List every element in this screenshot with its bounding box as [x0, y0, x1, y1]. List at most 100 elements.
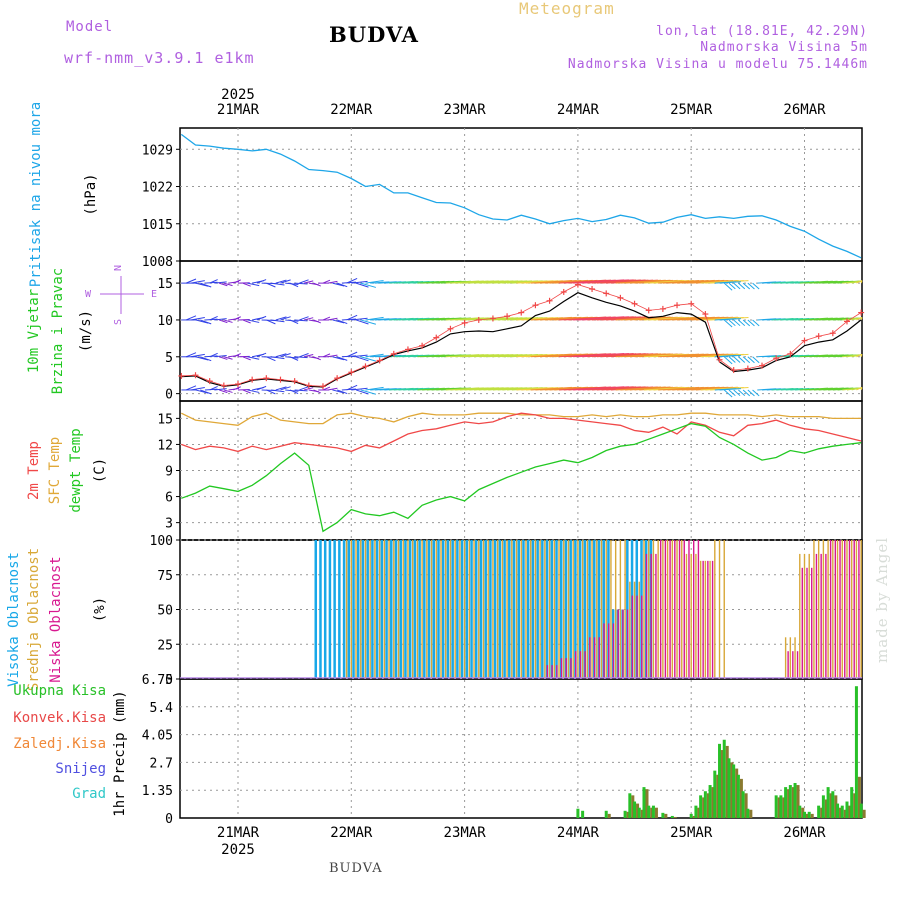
wind-barb — [738, 319, 746, 327]
wind-barb — [299, 316, 309, 321]
cloud-bar-mid — [817, 540, 820, 679]
precip-bar-total — [746, 808, 750, 818]
wind-barb — [719, 281, 741, 284]
wind-barb — [365, 386, 384, 391]
cloud-bar-mid — [454, 540, 456, 679]
precip-bar-total — [694, 805, 698, 818]
cloud-bar-high — [319, 540, 322, 679]
cloud-bar-low — [608, 623, 610, 679]
cloud-bar-low — [664, 540, 667, 679]
cloud-bar-mid — [666, 540, 669, 679]
precip-bar-total — [642, 787, 646, 818]
cloud-bar-low — [650, 553, 652, 679]
footer-station: BUDVA — [329, 861, 383, 876]
wind-barb — [242, 282, 251, 287]
wind-barb — [365, 316, 384, 321]
dewpoint-line — [181, 422, 862, 533]
precip-bar-convective — [725, 745, 729, 818]
wind-barb — [233, 386, 241, 391]
cloud-bar-mid — [482, 540, 485, 679]
precip-bar-total — [633, 801, 637, 818]
cloud-bar-high — [390, 540, 393, 679]
cloud-bar-high — [323, 540, 327, 679]
wind-barb — [233, 353, 241, 358]
cloud-bar-mid — [794, 637, 796, 679]
cloud-bar-mid — [789, 637, 792, 679]
cloud-bar-low — [853, 540, 855, 679]
precip-bar-total — [703, 791, 707, 818]
precip-bar-total — [859, 803, 863, 818]
elevation-label: Nadmorska Visina 5m — [700, 40, 868, 55]
precip-bar-convective — [796, 785, 800, 818]
wind-barb — [214, 388, 227, 391]
cloud-bar-mid — [624, 540, 626, 679]
cloud-bar-mid — [445, 540, 447, 679]
precip-bar-convective — [626, 811, 630, 818]
model-elevation-label: Nadmorska Visina u modelu 75.1446m — [567, 57, 868, 72]
wind-barb — [313, 389, 321, 394]
precip-bar-convective — [664, 813, 668, 818]
cloud-bar-mid — [435, 540, 437, 679]
wind-barb — [214, 318, 227, 321]
precip-bar-total — [628, 793, 632, 818]
cloud-bar-high — [371, 540, 374, 679]
wind-barb — [360, 282, 376, 288]
cloud-bar-mid — [525, 540, 527, 679]
day-label-bottom: 21MAR — [217, 825, 260, 841]
wind-barb — [738, 356, 746, 363]
precip-bar-total — [718, 743, 722, 818]
cloud-unit-label: (%) — [92, 597, 108, 622]
cloud-bar-mid — [709, 560, 711, 679]
wind-barb — [289, 282, 299, 288]
temp-side-label-3: dewpt Temp — [68, 428, 84, 512]
cloud-bar-mid — [614, 540, 617, 679]
wind-barb — [303, 317, 314, 321]
cloud-bar-low — [603, 623, 605, 679]
precip-bar-convective — [777, 797, 781, 818]
pressure-side-label: Pritisak na nivou mora — [28, 102, 44, 287]
day-label-top: 24MAR — [557, 102, 600, 118]
precip-bar-total — [699, 795, 703, 818]
cloud-bar-mid — [718, 540, 721, 679]
wind-barb — [313, 356, 321, 361]
wind-barb — [303, 280, 314, 284]
cloud-bar-high — [408, 540, 412, 679]
cloud-bar-high — [536, 540, 539, 679]
wind-barb — [256, 279, 267, 284]
cloud-bar-low — [858, 540, 860, 679]
cloud-bar-low — [806, 567, 808, 679]
cloud-bar-low — [551, 665, 553, 679]
wind-barb — [242, 356, 251, 361]
precip-bar-total — [670, 815, 674, 818]
cloud-bar-mid — [600, 540, 603, 679]
cloud-bar-low — [636, 595, 638, 679]
precip-bar-convective — [607, 813, 611, 818]
wind-barb — [280, 353, 291, 358]
cloud-bar-mid — [851, 540, 853, 679]
year-label-top: 2025 — [221, 87, 255, 103]
wind-barb — [266, 389, 276, 395]
cloud-bar-high — [333, 540, 336, 679]
cloud-bar-mid — [350, 540, 352, 679]
wind-barb — [723, 319, 733, 328]
wind-barb — [242, 319, 251, 324]
day-label-bottom: 23MAR — [444, 825, 487, 841]
cloud-bar-high — [399, 540, 402, 679]
wind-barb — [289, 356, 299, 361]
precip-bar-total — [661, 812, 665, 818]
wind-barb — [190, 353, 205, 358]
y-tick-label: 10 — [157, 314, 173, 329]
cloud-bar-high — [366, 540, 369, 679]
cloud-bar-mid — [567, 540, 570, 679]
compass-n-label: N — [113, 265, 124, 271]
precip-bar-convective — [721, 750, 725, 818]
y-tick-label: 75 — [157, 569, 173, 584]
cloud-bar-low — [811, 567, 813, 679]
wind-barb — [742, 389, 751, 397]
cloud-bar-low — [612, 623, 615, 679]
wind-gust-line — [181, 284, 862, 387]
cloud-bar-mid — [662, 540, 664, 679]
cloud-bar-high — [470, 540, 473, 679]
wind-barb — [294, 282, 308, 285]
precip-bar-convective — [806, 813, 809, 818]
